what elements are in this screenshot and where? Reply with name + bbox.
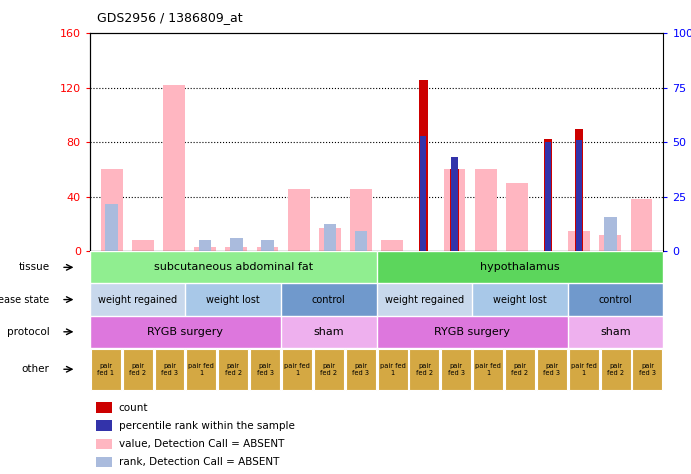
Text: control: control xyxy=(312,294,346,305)
Text: pair fed
1: pair fed 1 xyxy=(475,363,501,376)
Text: weight lost: weight lost xyxy=(493,294,547,305)
Bar xyxy=(381,240,403,251)
Bar xyxy=(600,235,621,251)
Bar xyxy=(95,420,112,431)
Text: value, Detection Call = ABSENT: value, Detection Call = ABSENT xyxy=(119,439,284,449)
Text: pair
fed 2: pair fed 2 xyxy=(607,363,624,376)
Bar xyxy=(95,456,112,467)
Bar xyxy=(444,170,466,251)
Text: pair
fed 2: pair fed 2 xyxy=(511,363,529,376)
Bar xyxy=(163,85,185,251)
Bar xyxy=(106,203,118,251)
Text: percentile rank within the sample: percentile rank within the sample xyxy=(119,421,294,431)
Bar xyxy=(631,200,652,251)
Text: count: count xyxy=(119,403,148,413)
Text: sham: sham xyxy=(600,327,631,337)
Bar xyxy=(354,231,367,251)
Text: rank, Detection Call = ABSENT: rank, Detection Call = ABSENT xyxy=(119,457,279,467)
Text: pair
fed 3: pair fed 3 xyxy=(161,363,178,376)
Text: GDS2956 / 1386809_at: GDS2956 / 1386809_at xyxy=(97,11,243,24)
Bar xyxy=(287,189,310,251)
Bar xyxy=(95,402,112,413)
Text: weight lost: weight lost xyxy=(207,294,260,305)
Bar xyxy=(256,247,278,251)
Text: weight regained: weight regained xyxy=(385,294,464,305)
Text: subcutaneous abdominal fat: subcutaneous abdominal fat xyxy=(153,262,313,273)
Text: pair
fed 2: pair fed 2 xyxy=(416,363,433,376)
Bar xyxy=(575,128,583,251)
Text: RYGB surgery: RYGB surgery xyxy=(434,327,510,337)
Text: disease state: disease state xyxy=(0,294,50,305)
Text: control: control xyxy=(598,294,632,305)
Text: pair fed
1: pair fed 1 xyxy=(379,363,406,376)
Text: pair
fed 3: pair fed 3 xyxy=(448,363,465,376)
Bar xyxy=(101,170,122,251)
Bar xyxy=(319,228,341,251)
Text: RYGB surgery: RYGB surgery xyxy=(147,327,223,337)
Bar xyxy=(545,142,551,251)
Bar xyxy=(568,231,590,251)
Text: pair
fed 2: pair fed 2 xyxy=(225,363,242,376)
Bar xyxy=(225,247,247,251)
Bar xyxy=(194,247,216,251)
Text: tissue: tissue xyxy=(18,262,50,273)
Text: sham: sham xyxy=(314,327,344,337)
Bar xyxy=(420,136,426,251)
Bar xyxy=(451,157,457,251)
Bar xyxy=(506,183,528,251)
Bar xyxy=(451,170,459,251)
Text: pair
fed 3: pair fed 3 xyxy=(639,363,656,376)
Text: hypothalamus: hypothalamus xyxy=(480,262,560,273)
Bar xyxy=(230,237,243,251)
Bar xyxy=(199,240,211,251)
Bar xyxy=(95,438,112,449)
Text: pair
fed 2: pair fed 2 xyxy=(129,363,146,376)
Text: pair fed
1: pair fed 1 xyxy=(284,363,310,376)
Text: protocol: protocol xyxy=(7,327,50,337)
Bar xyxy=(544,139,552,251)
Bar xyxy=(475,170,497,251)
Bar xyxy=(604,217,616,251)
Text: pair
fed 3: pair fed 3 xyxy=(352,363,369,376)
Bar xyxy=(261,240,274,251)
Text: pair fed
1: pair fed 1 xyxy=(571,363,596,376)
Bar xyxy=(419,80,428,251)
Bar xyxy=(576,140,583,251)
Text: pair fed
1: pair fed 1 xyxy=(189,363,214,376)
Text: pair
fed 3: pair fed 3 xyxy=(256,363,274,376)
Text: weight regained: weight regained xyxy=(98,294,177,305)
Text: pair
fed 1: pair fed 1 xyxy=(97,363,114,376)
Text: pair
fed 2: pair fed 2 xyxy=(320,363,337,376)
Bar xyxy=(132,240,153,251)
Bar xyxy=(350,189,372,251)
Text: other: other xyxy=(21,364,50,374)
Bar xyxy=(323,224,336,251)
Text: pair
fed 3: pair fed 3 xyxy=(543,363,560,376)
